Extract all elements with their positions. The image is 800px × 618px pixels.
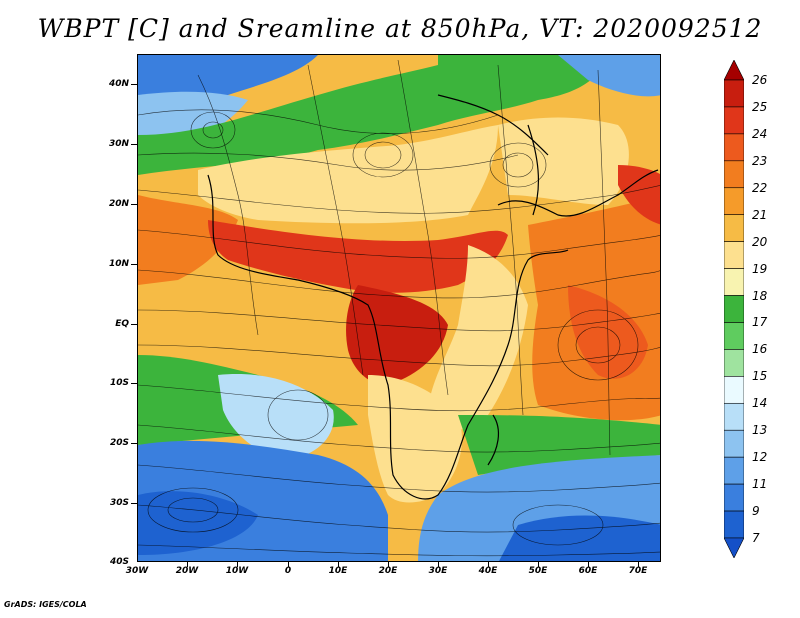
lat-tick	[131, 144, 137, 145]
lat-tick	[131, 503, 137, 504]
hot-core-congo	[346, 285, 448, 385]
lon-tick	[288, 562, 289, 567]
colorbar-box	[724, 79, 744, 108]
colorbar-level-label: 26	[752, 73, 768, 87]
lon-label-10w: 10W	[225, 566, 249, 576]
lat-label-20n: 20N	[108, 199, 129, 209]
lon-label-40e: 40E	[478, 566, 498, 576]
colorbar-level-label: 14	[752, 396, 768, 411]
colorbar-level-label: 16	[752, 342, 768, 357]
lon-label-30w: 30W	[125, 566, 149, 576]
colorbar-level-label: 23	[752, 153, 768, 168]
lat-label-40n: 40N	[108, 79, 129, 89]
colorbar-box	[724, 133, 744, 162]
lat-tick	[131, 324, 137, 325]
colorbar-box	[724, 349, 744, 377]
lat-label-20s: 20S	[109, 438, 129, 448]
lat-label-10s: 10S	[109, 378, 129, 388]
colorbar-box	[724, 160, 744, 189]
lat-tick	[131, 84, 137, 85]
colorbar-box	[724, 456, 744, 485]
lat-label-40s: 40S	[109, 557, 129, 567]
lon-label-30e: 30E	[428, 566, 448, 576]
lon-tick	[588, 562, 589, 567]
lon-tick	[538, 562, 539, 567]
colorbar-box	[724, 376, 744, 404]
lon-tick	[237, 562, 238, 567]
lon-label-20e: 20E	[378, 566, 398, 576]
colorbar-level-label: 19	[752, 261, 768, 276]
lat-tick	[131, 443, 137, 444]
colorbar-box	[724, 241, 744, 269]
footer-credit: GrADS: IGES/COLA	[4, 600, 87, 609]
colorbar-box	[724, 214, 744, 242]
south-atlantic-very-cold	[138, 491, 258, 555]
lon-label-20w: 20W	[175, 566, 199, 576]
colorbar-top-arrow	[724, 60, 744, 81]
lat-label-30n: 30N	[108, 139, 129, 149]
colorbar-level-label: 24	[752, 126, 768, 141]
hot-band-sahel	[208, 220, 508, 293]
colorbar-box	[724, 510, 744, 539]
colorbar-box	[724, 322, 744, 350]
lon-tick	[338, 562, 339, 567]
lon-tick	[638, 562, 639, 567]
cold-region-northeast	[558, 55, 660, 97]
plot-title: WBPT [C] and Sreamline at 850hPa, VT: 20…	[37, 14, 763, 43]
colorbar-level-label: 13	[752, 423, 768, 438]
map-panel	[137, 54, 661, 562]
colorbar-bottom-arrow	[724, 537, 744, 558]
colorbar	[724, 60, 744, 558]
colorbar-level-label: 12	[752, 450, 768, 465]
lon-label-0: 0	[284, 566, 292, 576]
lat-tick	[131, 264, 137, 265]
wbpt-streamline-map	[138, 55, 660, 561]
arabian-sea-hot	[618, 165, 660, 225]
arabia-pale-region	[498, 117, 629, 205]
lon-label-60e: 60E	[578, 566, 598, 576]
lon-tick	[438, 562, 439, 567]
colorbar-level-label: 15	[752, 369, 768, 384]
streamlines	[138, 59, 660, 557]
east-africa-pale-region	[428, 245, 528, 430]
colorbar-box	[724, 106, 744, 135]
coastlines	[207, 94, 659, 500]
lon-label-10e: 10E	[328, 566, 348, 576]
colorbar-level-label: 25	[752, 99, 768, 114]
lat-tick	[131, 383, 137, 384]
southern-africa-pale-region	[368, 375, 462, 503]
lat-label-10n: 10N	[108, 259, 129, 269]
green-region-north	[138, 65, 438, 175]
colorbar-level-label: 21	[752, 207, 768, 222]
colorbar-level-label: 17	[752, 315, 768, 330]
lon-label-70e: 70E	[628, 566, 648, 576]
south-indian-ocean-very-cold	[499, 515, 660, 561]
colorbar-box	[724, 295, 744, 323]
lat-tick	[131, 204, 137, 205]
colorbar-level-label: 7	[752, 531, 760, 545]
colorbar-level-label: 11	[752, 477, 768, 492]
lat-label-30s: 30S	[109, 498, 129, 508]
colorbar-box	[724, 268, 744, 296]
colorbar-box	[724, 187, 744, 216]
colorbar-level-label: 22	[752, 180, 768, 195]
lat-label-eq: EQ	[115, 319, 129, 329]
colorbar-level-label: 9	[752, 504, 760, 519]
sahara-pale-region	[198, 125, 498, 224]
colorbar-level-label: 20	[752, 234, 768, 249]
colorbar-box	[724, 483, 744, 512]
lon-tick	[388, 562, 389, 567]
colorbar-box	[724, 429, 744, 458]
lon-tick	[488, 562, 489, 567]
lon-label-50e: 50E	[528, 566, 548, 576]
lon-tick	[187, 562, 188, 567]
colorbar-box	[724, 402, 744, 431]
colorbar-level-label: 18	[752, 288, 768, 303]
